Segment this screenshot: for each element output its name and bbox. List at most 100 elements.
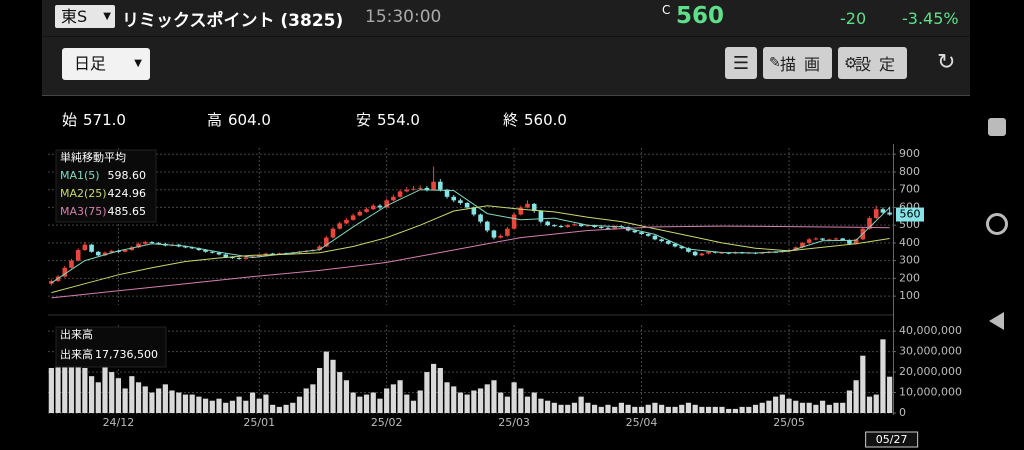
refresh-button[interactable]: ↻: [937, 50, 956, 75]
volume-bar: [216, 398, 222, 413]
candle-body: [719, 252, 725, 254]
volume-bar: [518, 388, 524, 413]
candle-body: [565, 225, 571, 227]
candle-body: [451, 196, 457, 201]
volume-bar: [290, 402, 296, 413]
candle-body: [370, 205, 376, 210]
volume-bar: [263, 394, 269, 413]
candle-body: [645, 234, 651, 236]
volume-bar: [209, 400, 215, 413]
x-tick-label: 24/12: [103, 416, 135, 429]
candle-body: [484, 221, 490, 231]
candle-body: [203, 250, 208, 252]
volume-bar: [377, 398, 383, 413]
candle-body: [122, 250, 128, 252]
volume-bar: [182, 394, 189, 413]
price: 560: [676, 3, 725, 29]
volume-bar: [491, 380, 497, 413]
volume-bar: [659, 404, 665, 413]
candle-body: [69, 260, 74, 268]
candle-body: [887, 212, 892, 215]
volume-bar: [531, 392, 537, 413]
ohlc-item: 始 571.0: [62, 109, 126, 130]
volume-bar: [819, 400, 826, 413]
volume-bar: [598, 406, 604, 413]
volume-bar: [276, 406, 282, 413]
candle-body: [277, 253, 282, 255]
ma-line: [51, 225, 890, 299]
change-pct: -3.45%: [902, 9, 959, 28]
candle-body: [558, 226, 564, 228]
candle-body: [344, 219, 349, 224]
market-select[interactable]: 東S ▼: [55, 5, 115, 28]
volume-bar: [189, 394, 195, 413]
x-tick-label: 25/01: [243, 416, 275, 429]
candle-body: [377, 205, 383, 208]
change: -20: [840, 9, 867, 28]
candle-body: [210, 251, 215, 253]
volume-bar: [343, 380, 350, 413]
volume-bar: [524, 396, 531, 413]
candle-body: [659, 239, 664, 242]
volume-bar: [645, 404, 651, 413]
candle-body: [95, 251, 101, 256]
legend-box: [55, 149, 157, 223]
y-tick-label: 300: [899, 254, 920, 267]
volume-bar: [243, 400, 249, 413]
volume-bar: [685, 402, 692, 413]
volume-bar: [457, 392, 464, 413]
candle-body: [826, 239, 832, 241]
candle-body: [605, 227, 611, 229]
candle-body: [364, 209, 369, 212]
volume-bar: [578, 396, 584, 413]
nav-recent[interactable]: [988, 118, 1006, 136]
volume-bar: [317, 367, 323, 413]
candle-body: [853, 239, 859, 244]
volume-bar: [471, 390, 477, 413]
candle-body: [880, 209, 886, 213]
indicator-button[interactable]: ☰: [725, 47, 757, 79]
period-select[interactable]: 日足 ▼: [62, 48, 150, 80]
candle-body: [840, 238, 846, 241]
candle-body: [431, 181, 436, 190]
draw-button[interactable]: ✎ 描画: [763, 47, 832, 79]
candle-body: [592, 225, 597, 227]
volume-bar: [752, 404, 759, 413]
y-tick-label: 40,000,000: [899, 324, 962, 337]
ohlc-value: 604.0: [228, 111, 271, 129]
candle-body: [692, 251, 698, 256]
candle-body: [464, 202, 470, 208]
candle-body: [639, 232, 644, 235]
y-tick-label: 800: [899, 165, 920, 178]
candle-body: [672, 243, 678, 247]
volume-bar: [558, 404, 564, 413]
volume-bar: [484, 384, 490, 413]
candle-body: [129, 247, 135, 251]
grid: 100200300400500600700800900010,000,00020…: [48, 144, 962, 448]
dropdown-arrow: ▼: [134, 58, 142, 69]
volume-bar: [726, 408, 732, 413]
nav-back[interactable]: [989, 312, 1004, 330]
volume-bar: [504, 396, 510, 413]
candle-body: [666, 241, 671, 244]
candle-body: [183, 246, 188, 248]
candle-body: [250, 256, 255, 258]
volume-bar: [799, 402, 806, 413]
volume-bar: [766, 400, 772, 413]
y-tick-label: 0: [899, 406, 906, 419]
candle-body: [142, 242, 148, 244]
volume-bar: [511, 382, 517, 413]
settings-label: 設定: [854, 55, 903, 74]
volume-bar: [48, 367, 54, 413]
candle-body: [236, 257, 242, 259]
settings-button[interactable]: ⚙ 設定: [838, 47, 907, 79]
volume-bar: [169, 390, 175, 413]
candle-body: [806, 239, 812, 243]
volume-bar: [202, 398, 209, 413]
nav-home[interactable]: [986, 213, 1008, 235]
volume-bar: [142, 386, 148, 413]
volume-bar: [860, 355, 866, 413]
market: 東S: [61, 7, 88, 26]
